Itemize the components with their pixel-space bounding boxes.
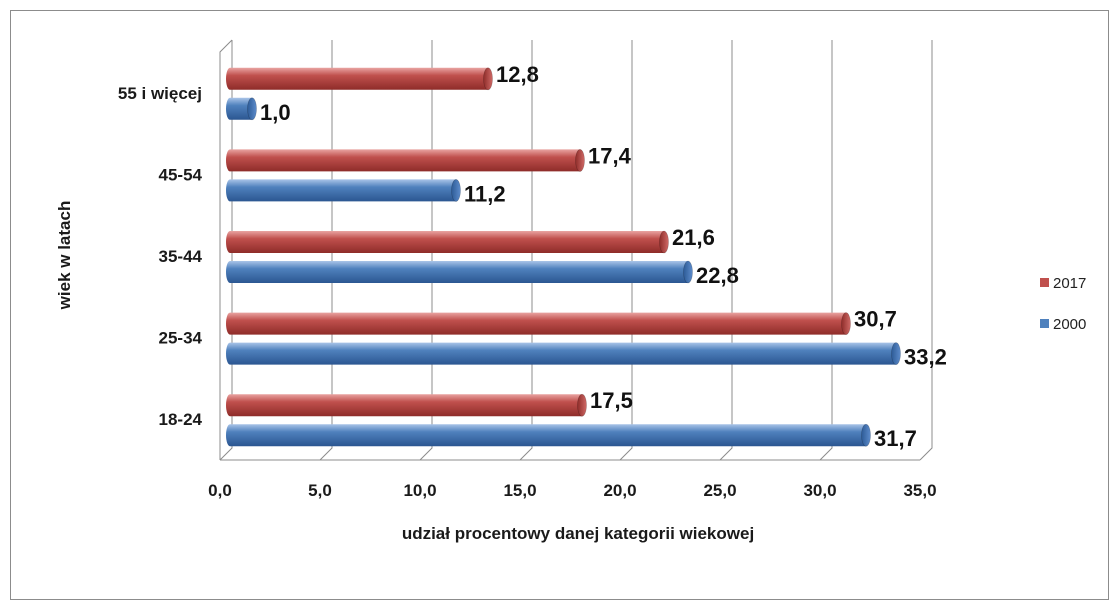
bar-2000 [226,179,461,202]
bar-2017 [226,230,669,254]
category-label: 45-54 [159,165,203,184]
bar-2000-label: 22,8 [696,263,739,288]
x-tick-label: 30,0 [803,481,836,500]
bar-2017 [226,312,851,335]
bar-2000-label: 33,2 [904,345,947,370]
bar-2017 [226,67,493,91]
data-labels: 17,5 31,7 30,7 33,2 21,6 22,8 17,4 11,2 12,8 1,0 [260,62,947,451]
bar-2017 [226,149,585,172]
bar-2017-label: 12,8 [496,62,539,87]
bars [226,67,901,447]
legend-swatch-2017 [1040,278,1049,287]
legend-swatch-2000 [1040,319,1049,328]
y-axis-title: wiek w latach [55,201,74,311]
legend-label-2000: 2000 [1053,316,1086,333]
y-axis-categories: 18-24 25-34 35-44 45-54 55 i więcej [118,84,203,429]
x-tick-label: 0,0 [208,481,232,500]
x-axis-ticks: 0,0 5,0 10,0 15,0 20,0 25,0 30,0 35,0 [208,481,936,500]
bar-2000 [226,342,901,365]
bar-2000 [226,423,871,447]
gridline [819,40,833,461]
gridline [319,40,333,461]
bar-2017-label: 17,5 [590,388,633,413]
gridline [419,40,433,461]
category-label: 35-44 [159,247,203,266]
gridline [219,40,233,461]
gridline [919,40,933,461]
bar-2017-label: 21,6 [672,225,715,250]
legend: 2017 2000 [1040,275,1086,333]
x-axis-title: udział procentowy danej kategorii wiekow… [402,524,754,543]
x-tick-label: 25,0 [703,481,736,500]
bar-2017 [226,393,587,417]
category-label: 25-34 [159,329,203,348]
bar-2000-label: 31,7 [874,426,917,451]
x-tick-label: 5,0 [308,481,332,500]
legend-label-2017: 2017 [1053,275,1086,292]
bar-2017-label: 17,4 [588,143,632,168]
x-tick-label: 10,0 [403,481,436,500]
x-tick-label: 15,0 [503,481,536,500]
bar-2000 [226,97,257,121]
y-axis-line [219,39,233,460]
category-label: 18-24 [159,410,203,429]
x-tick-label: 35,0 [903,481,936,500]
bar-2000 [226,260,693,284]
gridlines [219,39,933,461]
gridline [519,40,533,461]
gridline [619,40,633,461]
bar-2000-label: 1,0 [260,100,291,125]
bar-2000-label: 11,2 [464,181,506,206]
category-label: 55 i więcej [118,84,202,103]
chart-frame [10,10,1109,600]
bar-2017-label: 30,7 [854,307,897,332]
x-tick-label: 20,0 [603,481,636,500]
gridline [719,40,733,461]
